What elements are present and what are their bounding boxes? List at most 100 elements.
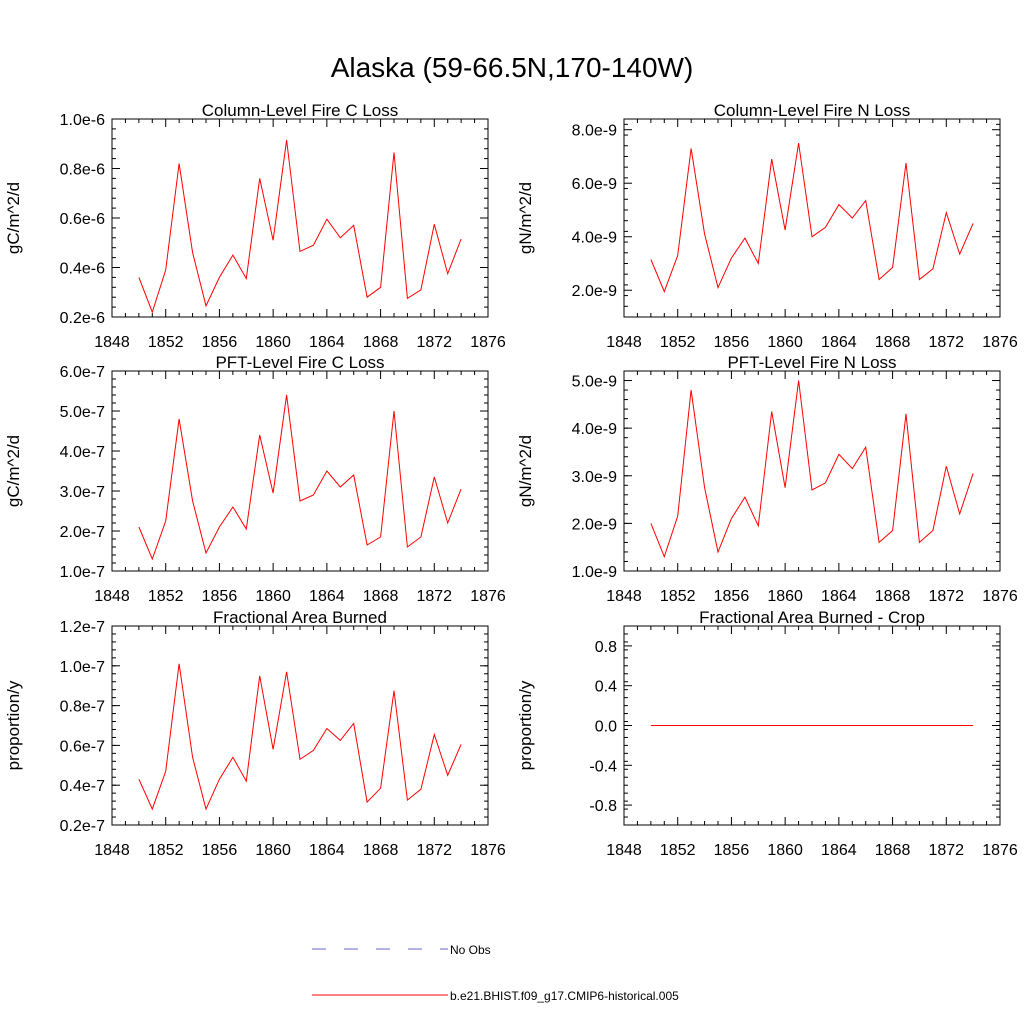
series-line xyxy=(138,139,462,314)
y-tick-label: -0.8 xyxy=(589,798,617,815)
x-tick-label: 1876 xyxy=(470,334,506,351)
x-tick-label: 1876 xyxy=(982,842,1018,859)
x-tick-label: 1868 xyxy=(363,334,399,351)
series-line xyxy=(138,663,462,811)
plot-frame xyxy=(111,118,489,318)
chart-title: PFT-Level Fire C Loss xyxy=(215,353,384,372)
legend-no-obs-label: No Obs xyxy=(450,943,491,957)
y-tick-label: 1.2e-7 xyxy=(60,619,105,636)
y-tick-label: 0.0 xyxy=(595,719,617,736)
x-tick-label: 1848 xyxy=(94,588,130,605)
x-tick-label: 1868 xyxy=(875,842,911,859)
x-tick-label: 1852 xyxy=(148,334,184,351)
x-tick-label: 1876 xyxy=(982,588,1018,605)
y-tick-label: 1.0e-9 xyxy=(572,564,617,581)
x-tick-label: 1876 xyxy=(470,842,506,859)
x-tick-label: 1848 xyxy=(606,842,642,859)
y-tick-label: 2.0e-9 xyxy=(572,283,617,300)
series-line xyxy=(650,380,974,559)
chart-title: Fractional Area Burned - Crop xyxy=(699,608,925,627)
x-tick-label: 1864 xyxy=(821,334,857,351)
series-line xyxy=(650,143,974,293)
x-tick-label: 1860 xyxy=(767,334,803,351)
x-tick-label: 1864 xyxy=(309,588,345,605)
chart-title: Column-Level Fire C Loss xyxy=(202,101,399,120)
y-tick-label: 6.0e-7 xyxy=(60,364,105,381)
y-tick-label: 6.0e-9 xyxy=(572,176,617,193)
x-tick-label: 1856 xyxy=(714,588,750,605)
x-tick-label: 1848 xyxy=(606,588,642,605)
x-tick-label: 1864 xyxy=(821,842,857,859)
x-tick-label: 1848 xyxy=(606,334,642,351)
y-tick-label: 5.0e-9 xyxy=(572,374,617,391)
y-tick-label: 4.0e-9 xyxy=(572,421,617,438)
x-tick-label: 1872 xyxy=(416,588,452,605)
plot-frame xyxy=(623,370,1001,572)
x-tick-label: 1864 xyxy=(309,334,345,351)
plot-frame xyxy=(111,370,489,572)
x-tick-label: 1864 xyxy=(821,588,857,605)
plot-frame xyxy=(111,625,489,826)
y-tick-label: 4.0e-7 xyxy=(60,444,105,461)
y-tick-label: 8.0e-9 xyxy=(572,123,617,140)
x-tick-label: 1872 xyxy=(416,842,452,859)
y-tick-label: 0.8e-6 xyxy=(60,162,105,179)
x-tick-label: 1852 xyxy=(660,842,696,859)
y-tick-label: 1.0e-6 xyxy=(60,112,105,129)
series-line xyxy=(138,394,462,561)
y-axis-label: gN/m^2/d xyxy=(516,182,535,254)
y-tick-label: 0.8e-7 xyxy=(60,699,105,716)
x-tick-label: 1856 xyxy=(714,842,750,859)
x-tick-label: 1848 xyxy=(94,842,130,859)
y-tick-label: 3.0e-9 xyxy=(572,469,617,486)
x-tick-label: 1856 xyxy=(714,334,750,351)
x-tick-label: 1868 xyxy=(875,334,911,351)
y-tick-label: 2.0e-9 xyxy=(572,516,617,533)
y-tick-label: 1.0e-7 xyxy=(60,564,105,581)
chart-title: Fractional Area Burned xyxy=(213,608,387,627)
x-tick-label: 1872 xyxy=(928,334,964,351)
y-tick-label: -0.4 xyxy=(589,758,617,775)
x-tick-label: 1860 xyxy=(255,334,291,351)
x-tick-label: 1860 xyxy=(255,588,291,605)
x-tick-label: 1872 xyxy=(416,334,452,351)
x-tick-label: 1856 xyxy=(202,588,238,605)
y-axis-label: gC/m^2/d xyxy=(4,435,23,507)
y-tick-label: 4.0e-9 xyxy=(572,230,617,247)
x-tick-label: 1860 xyxy=(767,588,803,605)
x-tick-label: 1856 xyxy=(202,334,238,351)
legend-model-label: b.e21.BHIST.f09_g17.CMIP6-historical.005 xyxy=(450,989,679,1003)
x-tick-label: 1852 xyxy=(660,334,696,351)
x-tick-label: 1868 xyxy=(363,588,399,605)
y-tick-label: 0.8 xyxy=(595,639,617,656)
chart-title: PFT-Level Fire N Loss xyxy=(727,353,896,372)
plot-frame xyxy=(623,118,1001,318)
x-tick-label: 1856 xyxy=(202,842,238,859)
x-tick-label: 1864 xyxy=(309,842,345,859)
x-tick-label: 1876 xyxy=(982,334,1018,351)
y-axis-label: gC/m^2/d xyxy=(4,182,23,254)
x-tick-label: 1848 xyxy=(94,334,130,351)
y-tick-label: 0.6e-6 xyxy=(60,211,105,228)
y-axis-label: proportion/y xyxy=(4,680,23,770)
y-axis-label: proportion/y xyxy=(516,680,535,770)
x-tick-label: 1872 xyxy=(928,842,964,859)
y-tick-label: 5.0e-7 xyxy=(60,404,105,421)
page-title: Alaska (59-66.5N,170-140W) xyxy=(330,52,694,83)
y-tick-label: 0.2e-7 xyxy=(60,818,105,835)
x-tick-label: 1868 xyxy=(363,842,399,859)
x-tick-label: 1860 xyxy=(767,842,803,859)
y-axis-label: gN/m^2/d xyxy=(516,435,535,507)
chart-title: Column-Level Fire N Loss xyxy=(714,101,911,120)
x-tick-label: 1876 xyxy=(470,588,506,605)
y-tick-label: 1.0e-7 xyxy=(60,659,105,676)
x-tick-label: 1860 xyxy=(255,842,291,859)
y-tick-label: 0.4 xyxy=(595,679,617,696)
y-tick-label: 0.4e-7 xyxy=(60,778,105,795)
y-tick-label: 0.4e-6 xyxy=(60,261,105,278)
x-tick-label: 1868 xyxy=(875,588,911,605)
x-tick-label: 1852 xyxy=(148,588,184,605)
x-tick-label: 1872 xyxy=(928,588,964,605)
y-tick-label: 2.0e-7 xyxy=(60,524,105,541)
